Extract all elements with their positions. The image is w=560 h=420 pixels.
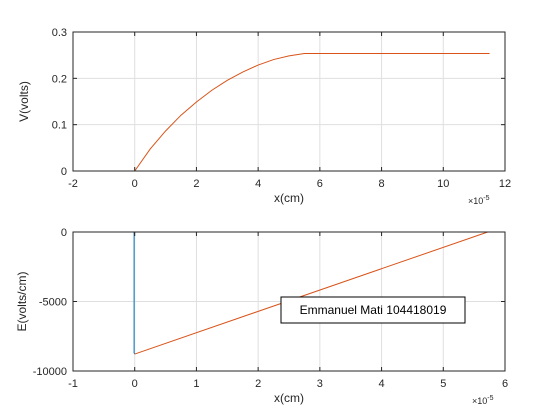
annotation-border	[280, 296, 466, 324]
voltage-chart-axes-box	[72, 31, 506, 172]
field-chart-series	[133, 231, 488, 355]
voltage-chart-ytick-label: 0.3	[52, 27, 67, 39]
voltage-chart-xtick-label: 8	[379, 178, 385, 190]
voltage-chart-series	[134, 53, 490, 172]
annotation-text: Emmanuel Mati 104418019	[300, 303, 447, 317]
field-chart-x-exponent-base: ×10	[472, 396, 487, 406]
voltage-chart-x-exponent-power: -5	[483, 195, 489, 202]
voltage-chart-x-exponent: ×10-5	[468, 195, 490, 206]
field-chart-xtick-label: 1	[193, 378, 199, 390]
field-chart-ytick-label: -5000	[39, 297, 67, 309]
field-chart-xtick-label: 4	[379, 378, 385, 390]
voltage-chart-x-exponent-base: ×10	[468, 196, 483, 206]
voltage-chart-ytick-label: 0.1	[52, 120, 67, 132]
annotation-box: Emmanuel Mati 104418019	[280, 296, 466, 324]
field-chart-x-exponent-power: -5	[487, 395, 493, 402]
voltage-chart-ytick-label: 0.2	[52, 73, 67, 85]
voltage-chart-ylabel: V(volts)	[17, 81, 31, 122]
field-chart-x-exponent: ×10-5	[472, 395, 494, 406]
field-chart-xtick-label: -1	[68, 378, 78, 390]
voltage-chart-ytick-label: 0	[61, 166, 67, 178]
field-chart-xtick-label: 2	[255, 378, 261, 390]
voltage-chart-xtick-label: 2	[193, 178, 199, 190]
voltage-chart-xtick-label: -2	[68, 178, 78, 190]
field-chart-xtick-label: 0	[132, 378, 138, 390]
field-chart-ylabel: E(volts/cm)	[15, 271, 29, 331]
voltage-chart-xtick-label: 12	[499, 178, 511, 190]
field-chart-ytick-label: -10000	[33, 366, 67, 378]
voltage-chart-xtick-label: 0	[132, 178, 138, 190]
voltage-chart-xtick-label: 10	[437, 178, 449, 190]
voltage-chart-xlabel: x(cm)	[274, 191, 304, 205]
field-chart-xtick-label: 3	[317, 378, 323, 390]
voltage-chart-xtick-label: 6	[317, 178, 323, 190]
field-chart-xtick-label: 5	[440, 378, 446, 390]
voltage-chart-series-1	[134, 53, 490, 172]
field-chart-series-1	[134, 231, 488, 355]
field-chart-xtick-label: 6	[502, 378, 508, 390]
field-chart-ticks: -1 0 1 2 3 4 5 6 -10000 -5000 0	[33, 227, 508, 390]
field-chart-ytick-label: 0	[61, 227, 67, 239]
field-chart-series-0	[133, 232, 136, 355]
field-chart-xlabel: x(cm)	[274, 391, 304, 405]
voltage-chart-xtick-label: 4	[255, 178, 261, 190]
